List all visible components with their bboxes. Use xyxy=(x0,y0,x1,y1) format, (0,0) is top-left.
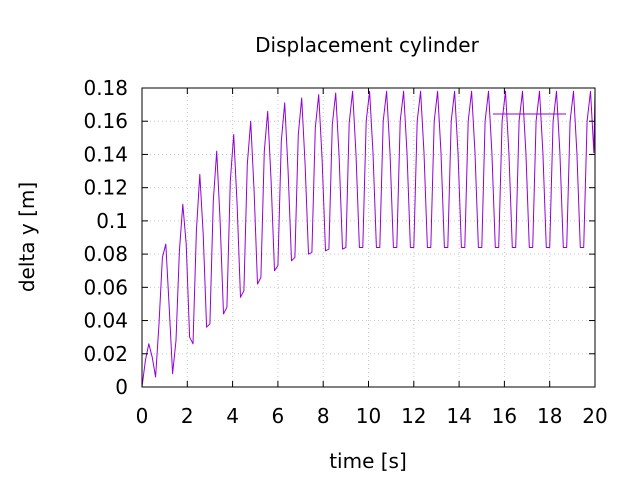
y-tick-label: 0.18 xyxy=(83,76,128,100)
x-tick-label: 0 xyxy=(136,404,149,428)
series-group xyxy=(141,90,596,388)
grid-lines xyxy=(142,88,595,387)
series-line-0 xyxy=(141,90,596,388)
x-tick-label: 10 xyxy=(356,404,381,428)
y-tick-label: 0.06 xyxy=(83,275,128,299)
axis-ticks xyxy=(141,87,596,388)
chart-title: Displacement cylinder xyxy=(255,33,479,57)
x-tick-label: 16 xyxy=(492,404,517,428)
x-tick-label: 20 xyxy=(582,404,607,428)
x-tick-label: 14 xyxy=(446,404,471,428)
x-tick-labels: 0 2 4 6 8 10 12 14 16 18 20 xyxy=(136,404,608,428)
y-tick-label: 0.14 xyxy=(83,142,128,166)
y-axis-label: delta y [m] xyxy=(15,182,39,292)
x-tick-label: 18 xyxy=(537,404,562,428)
x-tick-label: 8 xyxy=(317,404,330,428)
x-tick-label: 6 xyxy=(272,404,285,428)
y-tick-label: 0.08 xyxy=(83,242,128,266)
y-tick-labels: 0 0.02 0.04 0.06 0.08 0.1 0.12 0.14 0.16 0.18 xyxy=(83,76,128,399)
x-tick-label: 4 xyxy=(226,404,239,428)
y-tick-label: 0.1 xyxy=(96,209,128,233)
x-tick-label: 2 xyxy=(181,404,194,428)
y-tick-label: 0.16 xyxy=(83,109,128,133)
x-tick-label: 12 xyxy=(401,404,426,428)
y-tick-label: 0.04 xyxy=(83,309,128,333)
y-tick-label: 0.02 xyxy=(83,342,128,366)
y-tick-label: 0.12 xyxy=(83,176,128,200)
y-tick-label: 0 xyxy=(115,375,128,399)
x-axis-label: time [s] xyxy=(329,449,407,473)
